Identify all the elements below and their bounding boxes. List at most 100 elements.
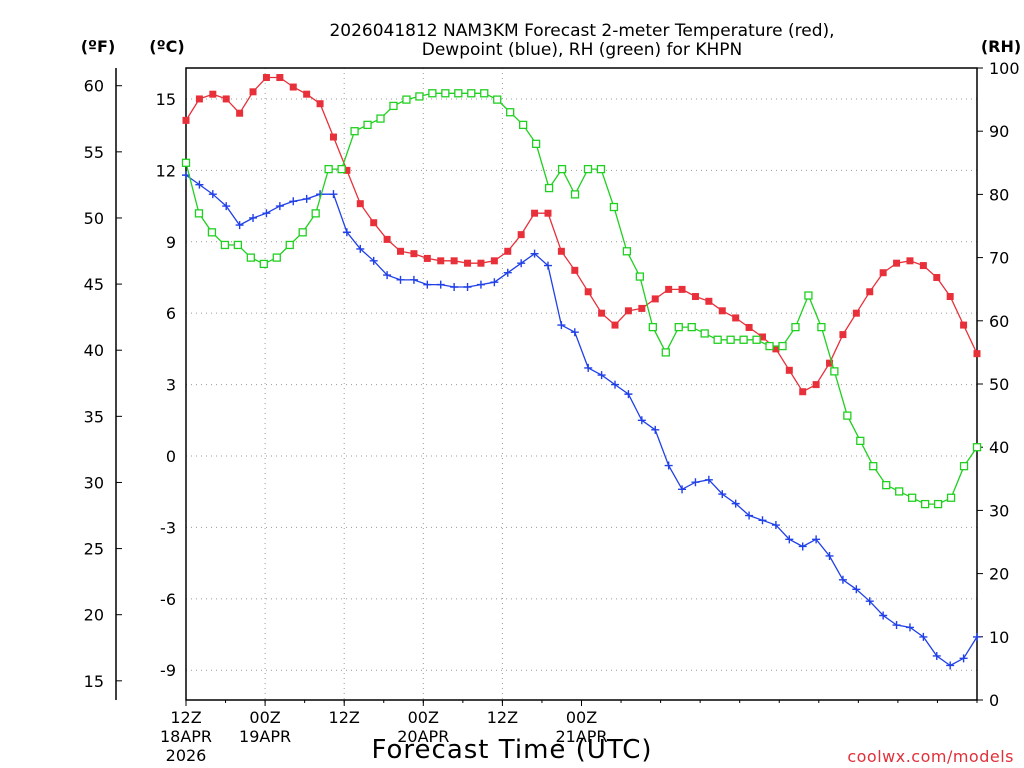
temperature-point [852,309,860,317]
dewpoint-point [798,542,807,551]
rh-point [415,92,424,101]
chart-title-line-2: Dewpoint (blue), RH (green) for KHPN [422,40,742,60]
temperature-point [839,331,847,339]
rh-point [506,108,515,117]
rh-point [778,341,787,351]
dewpoint-point [905,623,914,632]
rh-point [363,120,372,130]
rh-line [185,92,978,505]
dewpoint-point [611,380,620,389]
temperature-point [289,83,297,91]
rh-point [856,436,865,446]
dewpoint-point [624,390,633,399]
rh-point [596,164,606,174]
x-tick-label-time: 00Z [566,708,597,727]
temperature-point [785,366,793,374]
dewpoint-point [289,197,298,206]
temperature-point [464,259,472,267]
temperature-point [262,74,270,82]
dewpoint-point [785,535,794,544]
dewpoint-point [436,280,445,289]
celsius-tick-label: 9 [166,233,176,252]
dewpoint-point [932,651,941,660]
rh-point [480,89,489,98]
celsius-tick-label: 12 [156,161,176,180]
temperature-point [772,345,780,353]
fahrenheit-tick-label: 30 [84,473,104,492]
dewpoint-point [597,371,606,380]
rh-point [557,164,567,174]
rh-point [752,335,761,344]
temperature-point [826,359,834,367]
rh-point [467,89,476,98]
rh-point [194,209,204,218]
dewpoint-point [651,425,660,434]
x-tick-label-time: 12Z [487,708,518,727]
temperature-point [557,247,565,255]
temperature-point [450,257,458,265]
dewpoint-point [342,228,351,237]
dewpoint-point [249,213,258,222]
x-tick-label-time: 00Z [408,708,439,727]
rh-point [648,322,657,332]
temperature-point [370,219,378,227]
temperature-point [678,285,686,293]
temperature-point [973,350,981,358]
dewpoint-point [865,597,874,606]
rh-tick-label: 50 [989,375,1009,394]
temperature-point [906,257,914,265]
dewpoint-point [879,611,888,620]
dewpoint-point [758,516,767,525]
rh-tick-label: 10 [989,628,1009,647]
x-tick-label-date: 21APR [555,727,607,746]
celsius-tick-label: -9 [160,661,176,680]
rh-point [518,120,528,130]
dewpoint-point [302,194,311,203]
temperature-point [209,90,217,98]
rh-point [389,101,398,111]
dewpoint-point [718,490,727,499]
dewpoint-point [503,268,512,277]
dewpoint-point [423,280,432,289]
rh-tick-label: 60 [989,312,1009,331]
rh-point [609,202,619,212]
rh-tick-label: 70 [989,249,1009,268]
celsius-tick-label: 15 [156,90,176,109]
dewpoint-point [812,535,821,544]
temperature-point [517,231,525,239]
rh-point [920,499,930,509]
rh-point [713,335,722,344]
x-tick-label-time: 00Z [249,708,280,727]
fahrenheit-tick-label: 55 [84,143,104,162]
dewpoint-point [222,202,231,211]
rh-point [402,95,411,104]
temperature-point [879,269,887,277]
rh-point [726,335,735,344]
data-series [181,74,982,670]
fahrenheit-unit-label: (ºF) [81,37,116,56]
dewpoint-point [490,278,499,287]
temperature-point [718,307,726,315]
temperature-point [624,307,632,315]
rh-point [233,240,243,250]
temperature-point [236,109,244,117]
temperature-point [410,250,418,258]
credit-text: coolwx.com/models [847,747,1014,766]
rh-point [570,190,580,199]
x-tick-label-date: 18APR [160,727,212,746]
gridlines [186,68,977,700]
rh-point [583,164,593,174]
dewpoint-point [704,475,713,484]
rh-point [324,164,333,174]
dewpoint-point [838,575,847,584]
rh-tick-label: 80 [989,185,1009,204]
celsius-tick-label: 3 [166,376,176,395]
dewpoint-point [825,551,834,560]
rh-point [739,335,748,344]
dewpoint-point [584,363,593,372]
rh-point [933,499,943,509]
rh-point [661,348,670,357]
temperature-point [919,262,927,270]
rh-point [428,89,437,98]
rh-point [544,183,554,193]
